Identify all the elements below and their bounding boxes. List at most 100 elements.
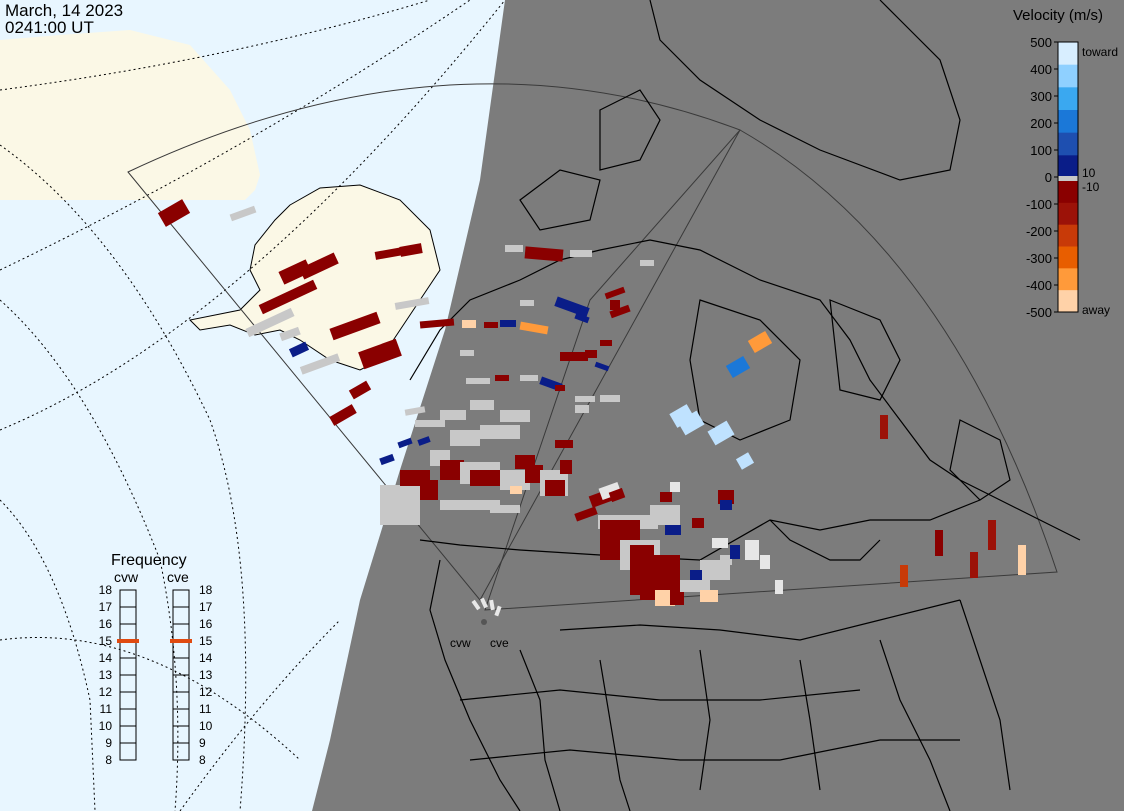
legend-ticks: 500 400 300 200 100 0 -100 -200 -300 -400 -500: [1026, 35, 1058, 320]
frequency-tick-label: 9: [105, 736, 112, 750]
legend-tick-label: -200: [1026, 224, 1052, 239]
velocity-cell: [585, 350, 597, 358]
frequency-tick-label: 8: [105, 753, 112, 767]
legend-tick-label: -100: [1026, 197, 1052, 212]
frequency-tick-label: 13: [199, 668, 213, 682]
velocity-cells: [157, 199, 1026, 606]
velocity-cell: [460, 350, 474, 356]
velocity-cell: [720, 555, 732, 565]
velocity-cell: [404, 406, 426, 416]
colorbar-toward-band: [1058, 132, 1078, 156]
velocity-cell: [278, 259, 312, 285]
frequency-tick-label: 16: [199, 617, 213, 631]
velocity-cell: [554, 296, 590, 318]
velocity-cell: [417, 436, 431, 446]
colorbar-away-band: [1058, 290, 1078, 313]
velocity-cell: [229, 205, 257, 222]
alaska-land-day: [0, 30, 260, 200]
frequency-radar-cvw: cvw: [114, 569, 139, 585]
frequency-tick-label: 13: [99, 668, 113, 682]
velocity-cell: [970, 552, 978, 578]
colorbar-toward-band: [1058, 110, 1078, 134]
velocity-cell: [245, 307, 295, 338]
colorbar-ground-band: [1058, 176, 1078, 181]
velocity-cell: [660, 492, 672, 502]
velocity-cell: [394, 297, 430, 310]
frequency-tick-label: 10: [99, 719, 113, 733]
legend-tick-label: 100: [1030, 143, 1052, 158]
frequency-cell: [119, 742, 137, 761]
velocity-cell: [700, 590, 718, 602]
time-label: 0241:00 UT: [5, 18, 94, 37]
legend-tick-label: -500: [1026, 305, 1052, 320]
colorbar-toward-band: [1058, 155, 1078, 179]
legend-title: Velocity (m/s): [1013, 7, 1103, 24]
legend-tick-label: 400: [1030, 62, 1052, 77]
velocity-cell: [555, 440, 573, 448]
colorbar-toward-band: [1058, 42, 1078, 66]
velocity-cell: [510, 486, 522, 494]
legend-tick-label: 300: [1030, 89, 1052, 104]
velocity-cell: [555, 385, 565, 391]
velocity-cell: [669, 404, 695, 428]
velocity-cell: [524, 246, 564, 262]
velocity-cell: [358, 338, 402, 370]
velocity-cell: [490, 505, 520, 513]
velocity-cell: [419, 318, 455, 329]
velocity-cell: [574, 506, 598, 522]
velocity-cell: [299, 252, 339, 280]
legend-threshold-neg: -10: [1082, 180, 1100, 194]
velocity-cell: [520, 300, 534, 306]
velocity-cell: [440, 410, 466, 420]
velocity-cell: [735, 452, 755, 470]
date-label: March, 14 2023: [5, 1, 123, 20]
velocity-cell: [1018, 545, 1026, 575]
frequency-panel: Frequency cvw cve 1817161514131211109818…: [99, 552, 213, 767]
colorbar-away-band: [1058, 246, 1078, 269]
frequency-tick-label: 15: [199, 634, 213, 648]
velocity-cell: [665, 525, 681, 535]
velocity-cell: [900, 565, 908, 587]
velocity-cell: [692, 518, 704, 528]
velocity-cell: [574, 312, 590, 324]
velocity-cell: [380, 485, 420, 525]
velocity-cell: [329, 311, 381, 341]
frequency-tick-label: 8: [199, 753, 206, 767]
frequency-tick-label: 10: [199, 719, 213, 733]
velocity-cell: [575, 396, 595, 402]
velocity-cell: [470, 470, 500, 486]
frequency-tick-label: 11: [199, 702, 212, 716]
velocity-cell: [500, 410, 530, 422]
frequency-scales: 18 17 16 15 14 13 12 11 10 9 8 18 17 16 15 14 13 12 11 10 9 8: [99, 583, 213, 767]
velocity-cell: [725, 355, 751, 379]
frequency-tick-label: 11: [100, 702, 113, 716]
velocity-cell: [680, 580, 710, 592]
colorbar-away-band: [1058, 181, 1078, 204]
velocity-cell: [712, 538, 728, 548]
velocity-cell: [720, 500, 732, 510]
velocity-cell: [288, 341, 310, 358]
frequency-tick-label: 12: [199, 685, 213, 699]
coastlines: [409, 0, 1081, 811]
frequency-cell: [172, 742, 190, 761]
velocity-cell: [690, 570, 702, 580]
frequency-tick-label: 17: [199, 600, 213, 614]
frequency-tick-label: 18: [99, 583, 113, 597]
velocity-cell: [730, 545, 740, 559]
velocity-cell: [484, 322, 498, 328]
velocity-cell: [420, 480, 438, 500]
velocity-cell: [258, 279, 318, 315]
velocity-cell: [609, 304, 631, 319]
velocity-cell: [415, 420, 445, 427]
frequency-tick-label: 9: [199, 736, 206, 750]
frequency-tick-label: 14: [199, 651, 213, 665]
velocity-cell: [575, 405, 589, 413]
frequency-marker: [170, 639, 192, 643]
velocity-cell: [610, 300, 620, 310]
frequency-tick-label: 16: [99, 617, 113, 631]
velocity-cell: [775, 580, 783, 594]
frequency-tick-label: 17: [99, 600, 113, 614]
velocity-cell: [545, 480, 565, 496]
velocity-cell: [450, 430, 480, 446]
